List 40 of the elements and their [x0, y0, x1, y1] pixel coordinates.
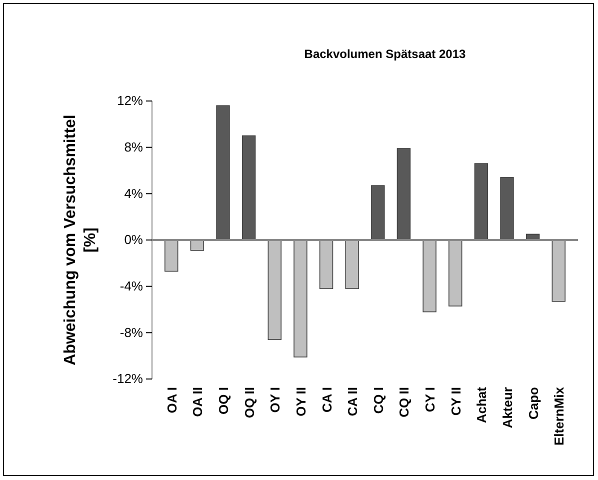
x-tick-label: OQ I — [216, 387, 231, 414]
bar — [319, 240, 334, 290]
y-tick-label: 8% — [124, 139, 144, 154]
x-tick-label: ElternMix — [552, 386, 567, 446]
x-tick-label: OY I — [268, 387, 283, 413]
x-tick-label: CY I — [422, 387, 438, 412]
x-tick-label: OY II — [293, 387, 308, 416]
y-tick-label: 4% — [124, 186, 144, 201]
y-tick-label: -4% — [120, 278, 144, 294]
bar — [371, 185, 385, 240]
x-tick-label: Achat — [474, 386, 490, 424]
x-tick-label: OA II — [190, 387, 206, 417]
bar — [294, 240, 308, 358]
x-tick-label: OA I — [164, 387, 180, 414]
bar — [422, 240, 436, 312]
y-tick-label: -12% — [112, 371, 144, 386]
x-tick-label: Capo — [526, 386, 541, 420]
bar — [500, 177, 514, 240]
bar — [216, 105, 230, 240]
bar — [268, 240, 282, 340]
x-tick-label: Akteur — [500, 387, 515, 428]
bar — [474, 163, 488, 240]
bar — [448, 240, 462, 306]
x-tick-label: OQ II — [242, 387, 257, 418]
bar — [345, 240, 359, 290]
bar — [190, 240, 204, 251]
bar — [396, 148, 411, 240]
bar — [552, 240, 566, 302]
y-tick-label: -8% — [120, 324, 144, 340]
y-tick-label: 12% — [116, 93, 144, 108]
chart-title: Backvolumen Spätsaat 2013 — [304, 47, 466, 61]
x-tick-label: CA II — [345, 387, 360, 416]
x-tick-label: CQ II — [396, 387, 412, 418]
x-tick-label: CA I — [319, 387, 334, 413]
bar — [164, 240, 178, 272]
y-axis-title: Abweichung vom Versuchsmittel [%] — [62, 114, 99, 366]
x-tick-label: CQ I — [370, 387, 386, 414]
x-tick-label: CY II — [448, 387, 464, 416]
y-tick-label: 0% — [124, 232, 144, 248]
bar — [242, 135, 256, 240]
